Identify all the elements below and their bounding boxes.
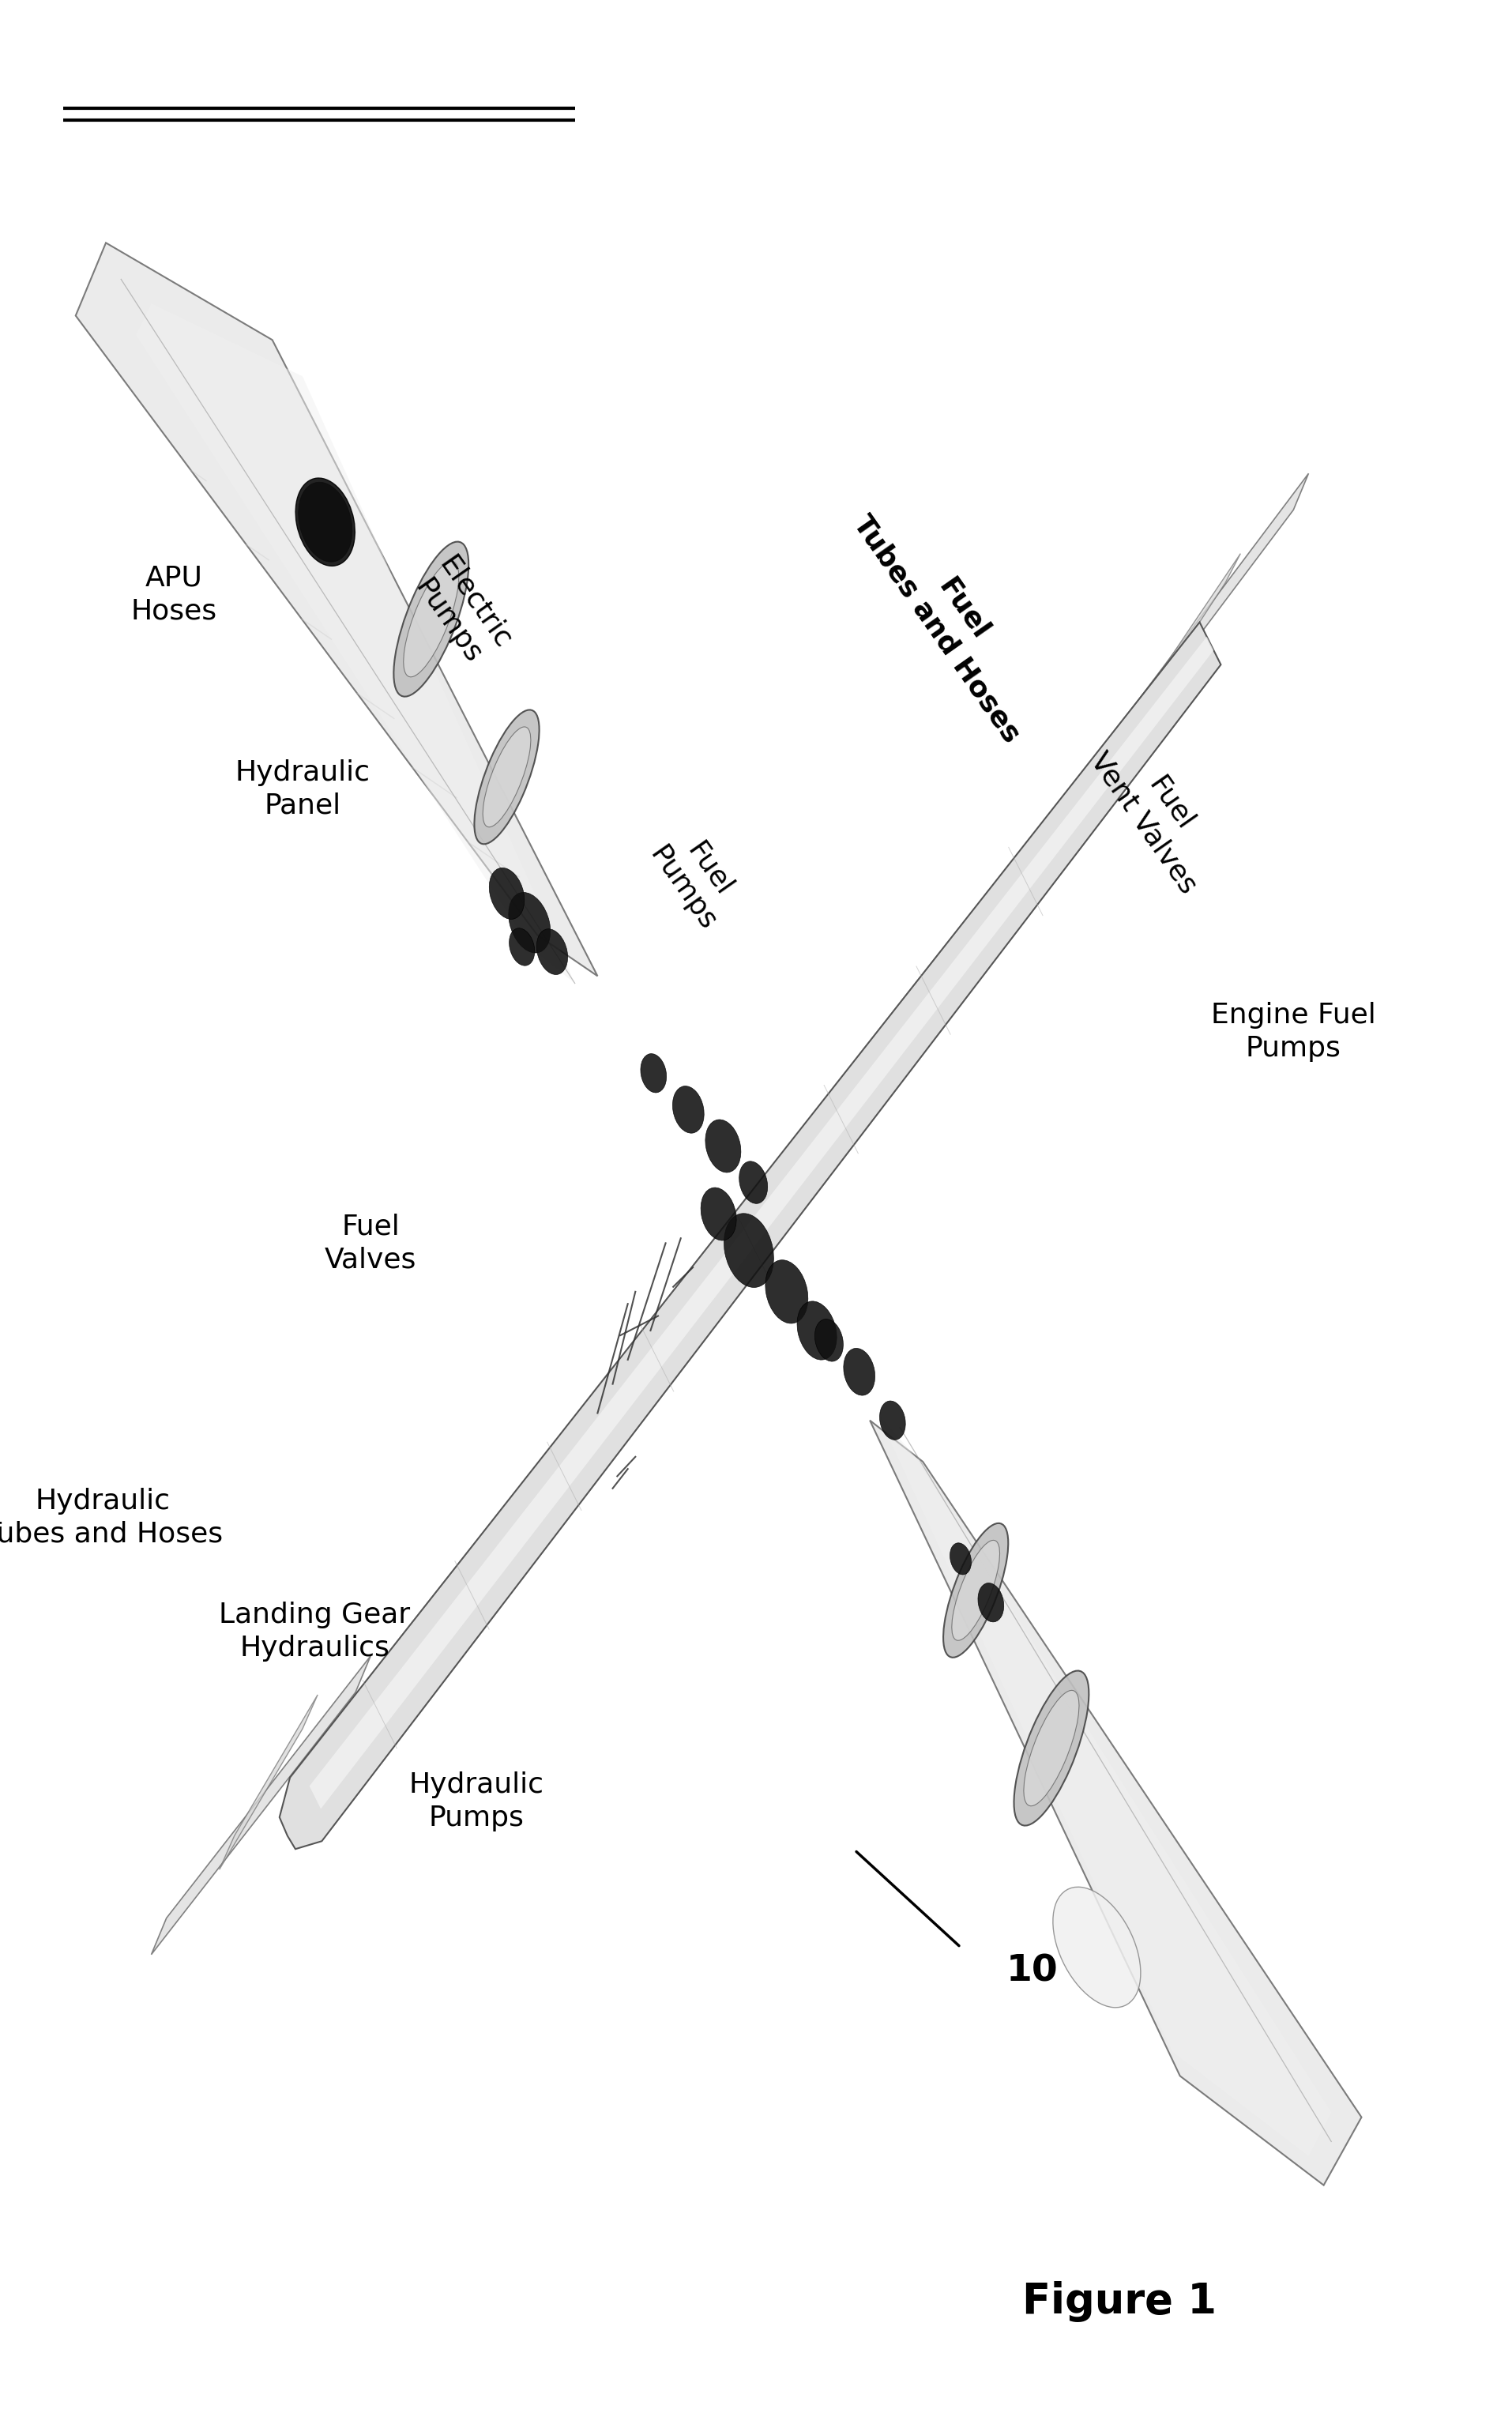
Text: Figure 1: Figure 1 [1022, 2282, 1216, 2321]
Polygon shape [219, 1695, 318, 1870]
Ellipse shape [700, 1187, 736, 1241]
Polygon shape [310, 636, 1213, 1809]
Ellipse shape [482, 726, 531, 828]
Ellipse shape [815, 1318, 842, 1362]
Ellipse shape [765, 1260, 807, 1323]
Ellipse shape [797, 1301, 836, 1360]
Ellipse shape [1052, 1887, 1140, 2008]
Text: Fuel
Valves: Fuel Valves [325, 1214, 416, 1272]
Polygon shape [136, 304, 575, 983]
Ellipse shape [404, 561, 458, 677]
Ellipse shape [951, 1539, 999, 1641]
Ellipse shape [537, 930, 567, 974]
Ellipse shape [739, 1161, 767, 1204]
Text: Fuel
Tubes and Hoses: Fuel Tubes and Hoses [847, 490, 1052, 748]
Text: APU
Hoses: APU Hoses [132, 566, 216, 624]
Ellipse shape [488, 867, 525, 920]
Polygon shape [869, 1420, 1361, 2185]
Polygon shape [877, 1413, 1331, 2156]
Text: Engine Fuel
Pumps: Engine Fuel Pumps [1210, 1003, 1376, 1061]
Ellipse shape [1013, 1670, 1089, 1826]
Ellipse shape [1024, 1690, 1078, 1806]
Ellipse shape [950, 1542, 971, 1576]
Polygon shape [76, 243, 597, 976]
Text: Hydraulic
Pumps: Hydraulic Pumps [408, 1772, 544, 1831]
Ellipse shape [508, 894, 550, 952]
Ellipse shape [943, 1522, 1007, 1658]
Ellipse shape [705, 1119, 741, 1173]
Ellipse shape [844, 1348, 874, 1396]
Ellipse shape [673, 1085, 703, 1134]
Polygon shape [151, 1656, 370, 1955]
Text: Hydraulic
Panel: Hydraulic Panel [234, 760, 370, 818]
Text: 10: 10 [1005, 1955, 1057, 1989]
Polygon shape [280, 622, 1220, 1850]
Ellipse shape [977, 1583, 1004, 1622]
Text: Fuel
Pumps: Fuel Pumps [644, 823, 747, 935]
Ellipse shape [640, 1054, 667, 1093]
Text: Landing Gear
Hydraulics: Landing Gear Hydraulics [219, 1602, 410, 1661]
Ellipse shape [393, 541, 469, 697]
Ellipse shape [295, 478, 355, 566]
Ellipse shape [878, 1401, 906, 1440]
Text: Fuel
Vent Valves: Fuel Vent Valves [1084, 728, 1229, 898]
Polygon shape [1089, 473, 1308, 782]
Text: Hydraulic
Tubes and Hoses: Hydraulic Tubes and Hoses [0, 1488, 222, 1547]
Ellipse shape [298, 483, 352, 561]
Text: Electric
Pumps: Electric Pumps [407, 551, 516, 673]
Polygon shape [1126, 554, 1240, 733]
Ellipse shape [475, 709, 538, 845]
Ellipse shape [510, 927, 534, 966]
Ellipse shape [724, 1214, 773, 1287]
